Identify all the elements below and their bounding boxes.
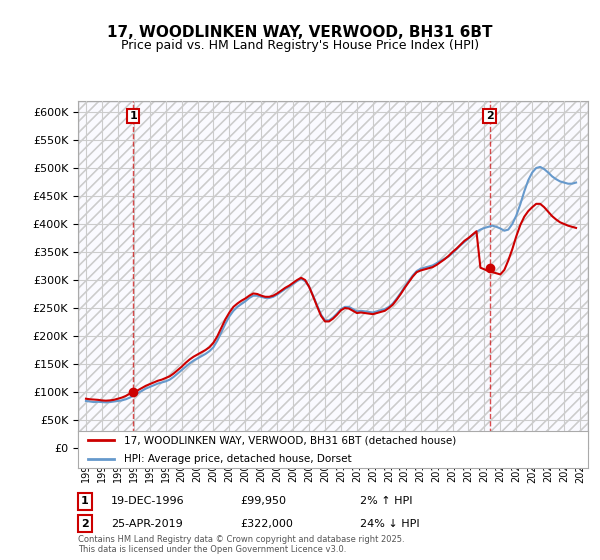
Text: 17, WOODLINKEN WAY, VERWOOD, BH31 6BT (detached house): 17, WOODLINKEN WAY, VERWOOD, BH31 6BT (d… <box>124 435 456 445</box>
Text: 1: 1 <box>81 496 89 506</box>
Text: 2: 2 <box>81 519 89 529</box>
Text: £99,950: £99,950 <box>240 496 286 506</box>
Text: Price paid vs. HM Land Registry's House Price Index (HPI): Price paid vs. HM Land Registry's House … <box>121 39 479 52</box>
Text: Contains HM Land Registry data © Crown copyright and database right 2025.
This d: Contains HM Land Registry data © Crown c… <box>78 535 404 554</box>
Text: 2: 2 <box>485 111 493 121</box>
Text: £322,000: £322,000 <box>240 519 293 529</box>
Text: 24% ↓ HPI: 24% ↓ HPI <box>360 519 419 529</box>
Text: 19-DEC-1996: 19-DEC-1996 <box>111 496 185 506</box>
Text: HPI: Average price, detached house, Dorset: HPI: Average price, detached house, Dors… <box>124 454 352 464</box>
Text: 17, WOODLINKEN WAY, VERWOOD, BH31 6BT: 17, WOODLINKEN WAY, VERWOOD, BH31 6BT <box>107 25 493 40</box>
Text: 1: 1 <box>130 111 137 121</box>
Text: 25-APR-2019: 25-APR-2019 <box>111 519 183 529</box>
Text: 2% ↑ HPI: 2% ↑ HPI <box>360 496 413 506</box>
